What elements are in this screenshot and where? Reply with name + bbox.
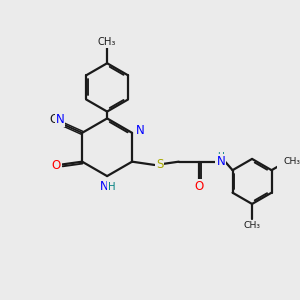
Text: CH₃: CH₃: [244, 221, 260, 230]
Text: C: C: [49, 113, 57, 126]
Text: S: S: [156, 158, 163, 172]
Text: H: H: [108, 182, 116, 191]
Text: N: N: [56, 113, 64, 126]
Text: H: H: [217, 152, 224, 161]
Text: O: O: [52, 159, 61, 172]
Text: CH₃: CH₃: [98, 37, 116, 47]
Text: N: N: [216, 155, 225, 168]
Text: N: N: [100, 180, 109, 193]
Text: N: N: [135, 124, 144, 137]
Text: O: O: [195, 180, 204, 193]
Text: CH₃: CH₃: [283, 157, 300, 166]
